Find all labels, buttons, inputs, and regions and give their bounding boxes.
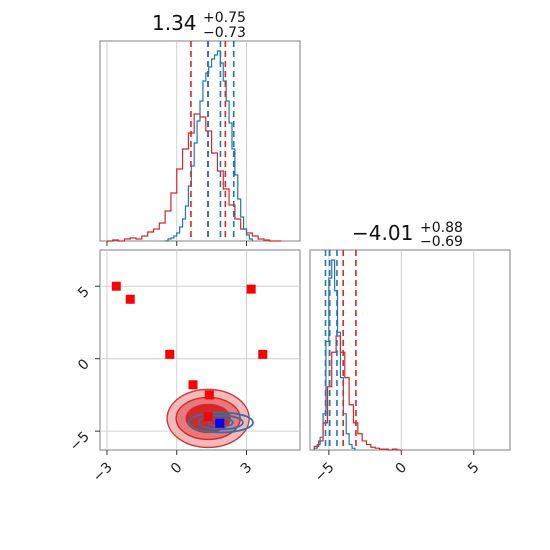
ticklabel-x-param-1: 0 bbox=[168, 460, 186, 478]
title-param-2-plus: +0.88 bbox=[420, 220, 463, 236]
ticklabel-x-param-2: 5 bbox=[465, 460, 483, 478]
ticklabel-x-param-1: −3 bbox=[90, 460, 116, 486]
marks-layer bbox=[106, 41, 402, 451]
panel-hist-param-1 bbox=[99, 40, 301, 242]
red-square-point bbox=[204, 390, 214, 400]
title-param-1: 1.34 +0.75 −0.73 bbox=[152, 10, 246, 41]
title-param-1-median: 1.34 bbox=[152, 11, 197, 35]
panel-hist-param-2 bbox=[309, 249, 511, 451]
panel-2d-contour bbox=[99, 249, 301, 451]
red-square-point bbox=[111, 281, 121, 291]
ticklabel-y-param-2: 5 bbox=[75, 284, 93, 302]
hist2-series-red bbox=[313, 335, 402, 451]
hist2-series-blue bbox=[313, 259, 356, 450]
hist1-series-red bbox=[106, 113, 282, 242]
blue-square-point bbox=[215, 418, 225, 428]
contour-blue-outer bbox=[188, 411, 254, 434]
red-square-point bbox=[258, 349, 268, 359]
grid-layer bbox=[100, 41, 475, 450]
contour-blue-mid bbox=[198, 414, 244, 431]
ticklabel-x-param-2: 0 bbox=[393, 460, 411, 478]
ticklabel-y-param-2: −5 bbox=[67, 429, 93, 455]
ticklabel-x-param-1: 3 bbox=[238, 460, 256, 478]
ticklabel-x-param-2: −5 bbox=[312, 460, 338, 486]
red-square-point bbox=[165, 349, 175, 359]
red-square-point bbox=[203, 412, 213, 422]
title-param-2: −4.01 +0.88 −0.69 bbox=[352, 220, 463, 250]
red-square-point bbox=[188, 380, 198, 390]
title-param-1-minus: −0.73 bbox=[203, 25, 246, 41]
red-square-point bbox=[125, 294, 135, 304]
ticks-layer: −3 0 3 −5 0 5 5 0 −5 bbox=[67, 241, 483, 485]
ticklabel-y-param-2: 0 bbox=[75, 356, 93, 374]
title-param-2-median: −4.01 bbox=[352, 221, 413, 245]
title-param-1-plus: +0.75 bbox=[203, 10, 246, 26]
title-param-2-minus: −0.69 bbox=[420, 234, 463, 250]
red-square-point bbox=[246, 284, 256, 294]
